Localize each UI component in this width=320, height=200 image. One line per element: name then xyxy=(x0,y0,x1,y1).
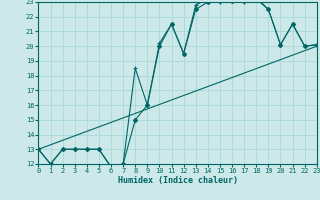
X-axis label: Humidex (Indice chaleur): Humidex (Indice chaleur) xyxy=(118,176,238,185)
